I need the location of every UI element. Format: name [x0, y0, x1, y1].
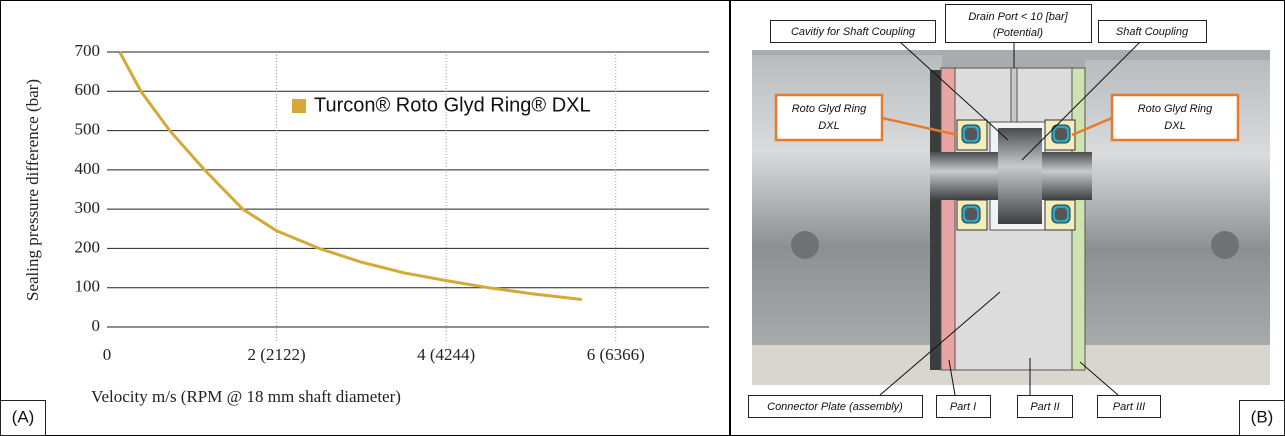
y-tick-label: 300	[75, 198, 101, 217]
part-label: Part II	[1030, 401, 1059, 413]
seal-label: DXL	[1164, 120, 1185, 132]
figure: (A) (B) Sealing pressure difference (bar…	[0, 0, 1285, 436]
x-tick-label: 2 (2122)	[248, 345, 306, 364]
y-tick-label: 400	[75, 159, 101, 178]
plate-edge	[930, 70, 942, 370]
part-label: Part I	[950, 401, 976, 413]
panel-label: (A)	[12, 407, 35, 426]
seal-label: Roto Glyd Ring	[1138, 103, 1213, 115]
y-tick-label: 0	[92, 316, 101, 335]
legend-label: Turcon® Roto Glyd Ring® DXL	[314, 94, 591, 116]
seal-label: Roto Glyd Ring	[792, 103, 867, 115]
coupling	[998, 128, 1042, 224]
y-axis-label: Sealing pressure difference (bar)	[23, 79, 42, 301]
seal-box	[776, 95, 882, 140]
line-series	[120, 52, 582, 300]
seal-label: DXL	[818, 120, 839, 132]
seal-box	[1112, 95, 1238, 140]
y-tick-label: 700	[75, 41, 101, 60]
page: {"chart_data": {"type": "line", "y_label…	[0, 0, 1285, 436]
drain-port	[1011, 68, 1017, 123]
bolt	[1211, 231, 1239, 259]
y-tick-label: 600	[75, 80, 101, 99]
legend-swatch	[292, 99, 306, 113]
connector-label: Connector Plate (assembly)	[767, 401, 903, 413]
x-tick-label: 0	[103, 345, 112, 364]
part-one	[941, 68, 955, 370]
drain-label: Drain Port < 10 [bar]	[968, 11, 1068, 23]
y-tick-label: 100	[75, 277, 101, 296]
cavity-label: Cavitiy for Shaft Coupling	[791, 26, 916, 38]
coupling-label: Shaft Coupling	[1116, 26, 1189, 38]
panel-a-frame	[1, 1, 730, 436]
part-label: Part III	[1113, 401, 1145, 413]
y-tick-label: 200	[75, 237, 101, 256]
bolt	[791, 231, 819, 259]
drain-note: (Potential)	[993, 27, 1043, 39]
x-tick-label: 6 (6366)	[587, 345, 645, 364]
x-tick-label: 4 (4244)	[417, 345, 475, 364]
panel-label: (B)	[1251, 407, 1274, 426]
y-tick-label: 500	[75, 119, 101, 138]
x-axis-label: Velocity m/s (RPM @ 18 mm shaft diameter…	[91, 387, 401, 406]
